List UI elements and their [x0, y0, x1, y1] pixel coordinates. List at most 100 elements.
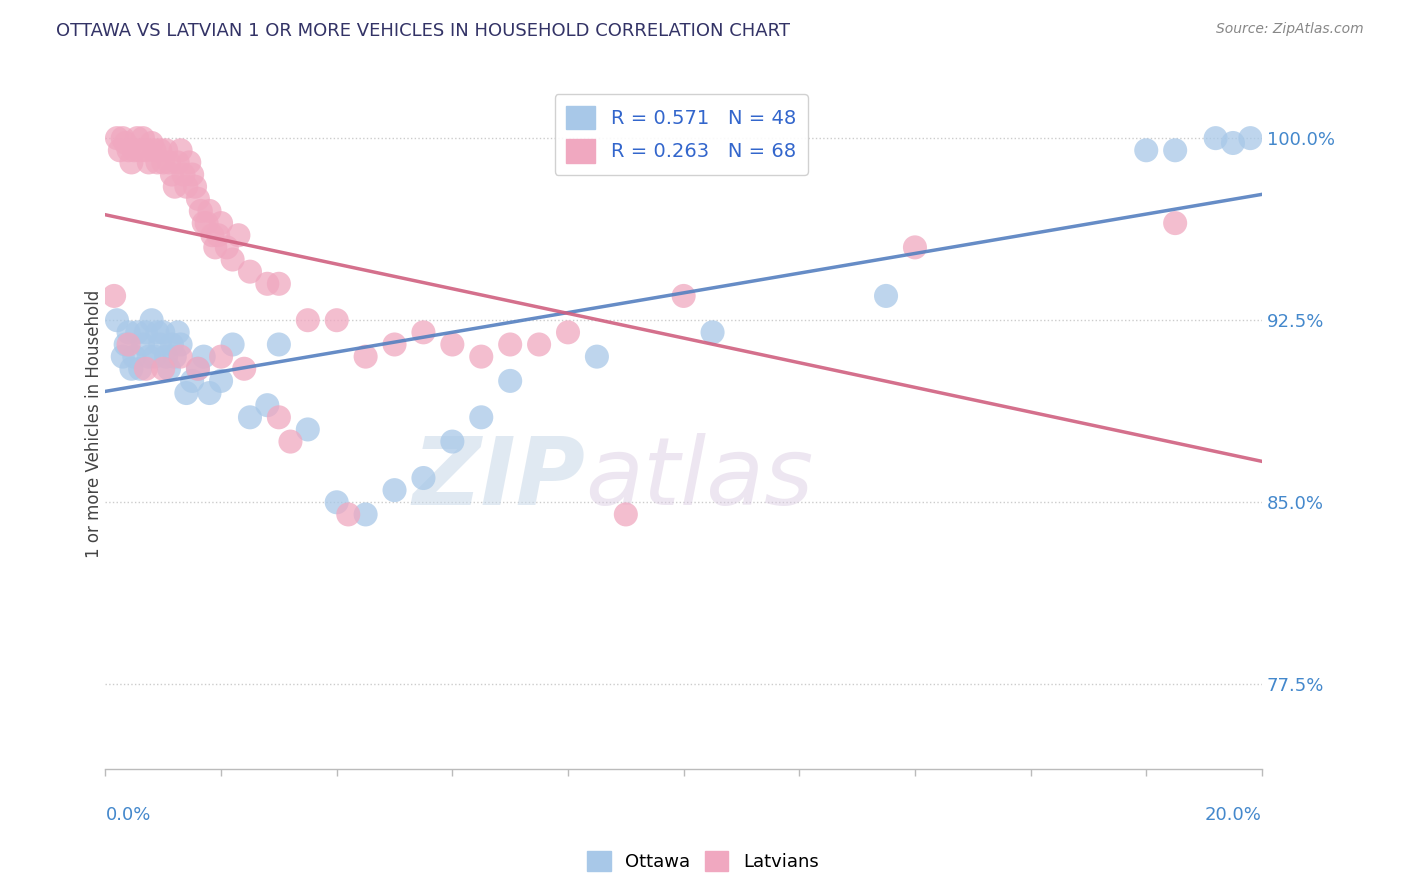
Point	[470, 410, 492, 425]
Point	[1239, 131, 1261, 145]
Point	[181, 168, 204, 182]
Point	[138, 350, 160, 364]
Point	[190, 204, 212, 219]
Text: OTTAWA VS LATVIAN 1 OR MORE VEHICLES IN HOUSEHOLD CORRELATION CHART: OTTAWA VS LATVIAN 1 OR MORE VEHICLES IN …	[56, 22, 790, 40]
Point	[124, 350, 146, 364]
Point	[184, 179, 207, 194]
Point	[157, 361, 180, 376]
Point	[904, 240, 927, 254]
Point	[163, 179, 186, 194]
Point	[267, 337, 290, 351]
Point	[221, 337, 243, 351]
Point	[141, 136, 163, 150]
Point	[267, 277, 290, 291]
Point	[166, 326, 188, 340]
Point	[193, 216, 215, 230]
Point	[105, 313, 128, 327]
Point	[105, 131, 128, 145]
Point	[146, 326, 169, 340]
Point	[384, 483, 406, 497]
Point	[1205, 131, 1227, 145]
Point	[239, 265, 262, 279]
Point	[135, 361, 157, 376]
Point	[146, 155, 169, 169]
Point	[233, 361, 256, 376]
Point	[187, 192, 209, 206]
Text: Source: ZipAtlas.com: Source: ZipAtlas.com	[1216, 22, 1364, 37]
Point	[163, 350, 186, 364]
Point	[499, 374, 522, 388]
Point	[114, 337, 136, 351]
Point	[337, 508, 360, 522]
Point	[195, 216, 218, 230]
Point	[129, 361, 152, 376]
Text: ZIP: ZIP	[412, 433, 585, 524]
Point	[354, 350, 377, 364]
Point	[149, 143, 172, 157]
Y-axis label: 1 or more Vehicles in Household: 1 or more Vehicles in Household	[86, 289, 103, 558]
Point	[127, 131, 149, 145]
Point	[155, 143, 177, 157]
Point	[124, 143, 146, 157]
Point	[228, 228, 250, 243]
Point	[166, 155, 188, 169]
Point	[111, 131, 134, 145]
Point	[256, 277, 278, 291]
Point	[198, 386, 221, 401]
Point	[117, 143, 139, 157]
Point	[111, 350, 134, 364]
Point	[207, 228, 229, 243]
Point	[152, 326, 174, 340]
Point	[1222, 136, 1244, 150]
Point	[157, 155, 180, 169]
Point	[160, 337, 183, 351]
Point	[127, 326, 149, 340]
Point	[132, 131, 155, 145]
Point	[209, 350, 232, 364]
Point	[198, 204, 221, 219]
Point	[221, 252, 243, 267]
Point	[215, 240, 238, 254]
Legend: R = 0.571   N = 48, R = 0.263   N = 68: R = 0.571 N = 48, R = 0.263 N = 68	[554, 94, 808, 175]
Point	[179, 155, 201, 169]
Point	[267, 410, 290, 425]
Text: atlas: atlas	[585, 434, 814, 524]
Point	[193, 350, 215, 364]
Point	[412, 326, 434, 340]
Point	[499, 337, 522, 351]
Point	[135, 326, 157, 340]
Point	[297, 313, 319, 327]
Point	[441, 337, 464, 351]
Point	[135, 143, 157, 157]
Point	[239, 410, 262, 425]
Point	[120, 361, 142, 376]
Point	[172, 168, 194, 182]
Point	[201, 228, 224, 243]
Point	[1164, 216, 1187, 230]
Point	[155, 350, 177, 364]
Text: 20.0%: 20.0%	[1205, 805, 1263, 823]
Point	[143, 350, 166, 364]
Point	[132, 337, 155, 351]
Point	[1164, 143, 1187, 157]
Point	[138, 155, 160, 169]
Point	[875, 289, 897, 303]
Point	[176, 179, 198, 194]
Point	[120, 155, 142, 169]
Point	[325, 495, 347, 509]
Text: 0.0%: 0.0%	[105, 805, 150, 823]
Point	[141, 313, 163, 327]
Point	[297, 422, 319, 436]
Point	[209, 374, 232, 388]
Point	[204, 240, 226, 254]
Point	[187, 361, 209, 376]
Point	[209, 216, 232, 230]
Point	[557, 326, 579, 340]
Point	[160, 168, 183, 182]
Point	[280, 434, 302, 449]
Point	[441, 434, 464, 449]
Point	[586, 350, 609, 364]
Point	[527, 337, 550, 351]
Point	[1135, 143, 1157, 157]
Point	[103, 289, 125, 303]
